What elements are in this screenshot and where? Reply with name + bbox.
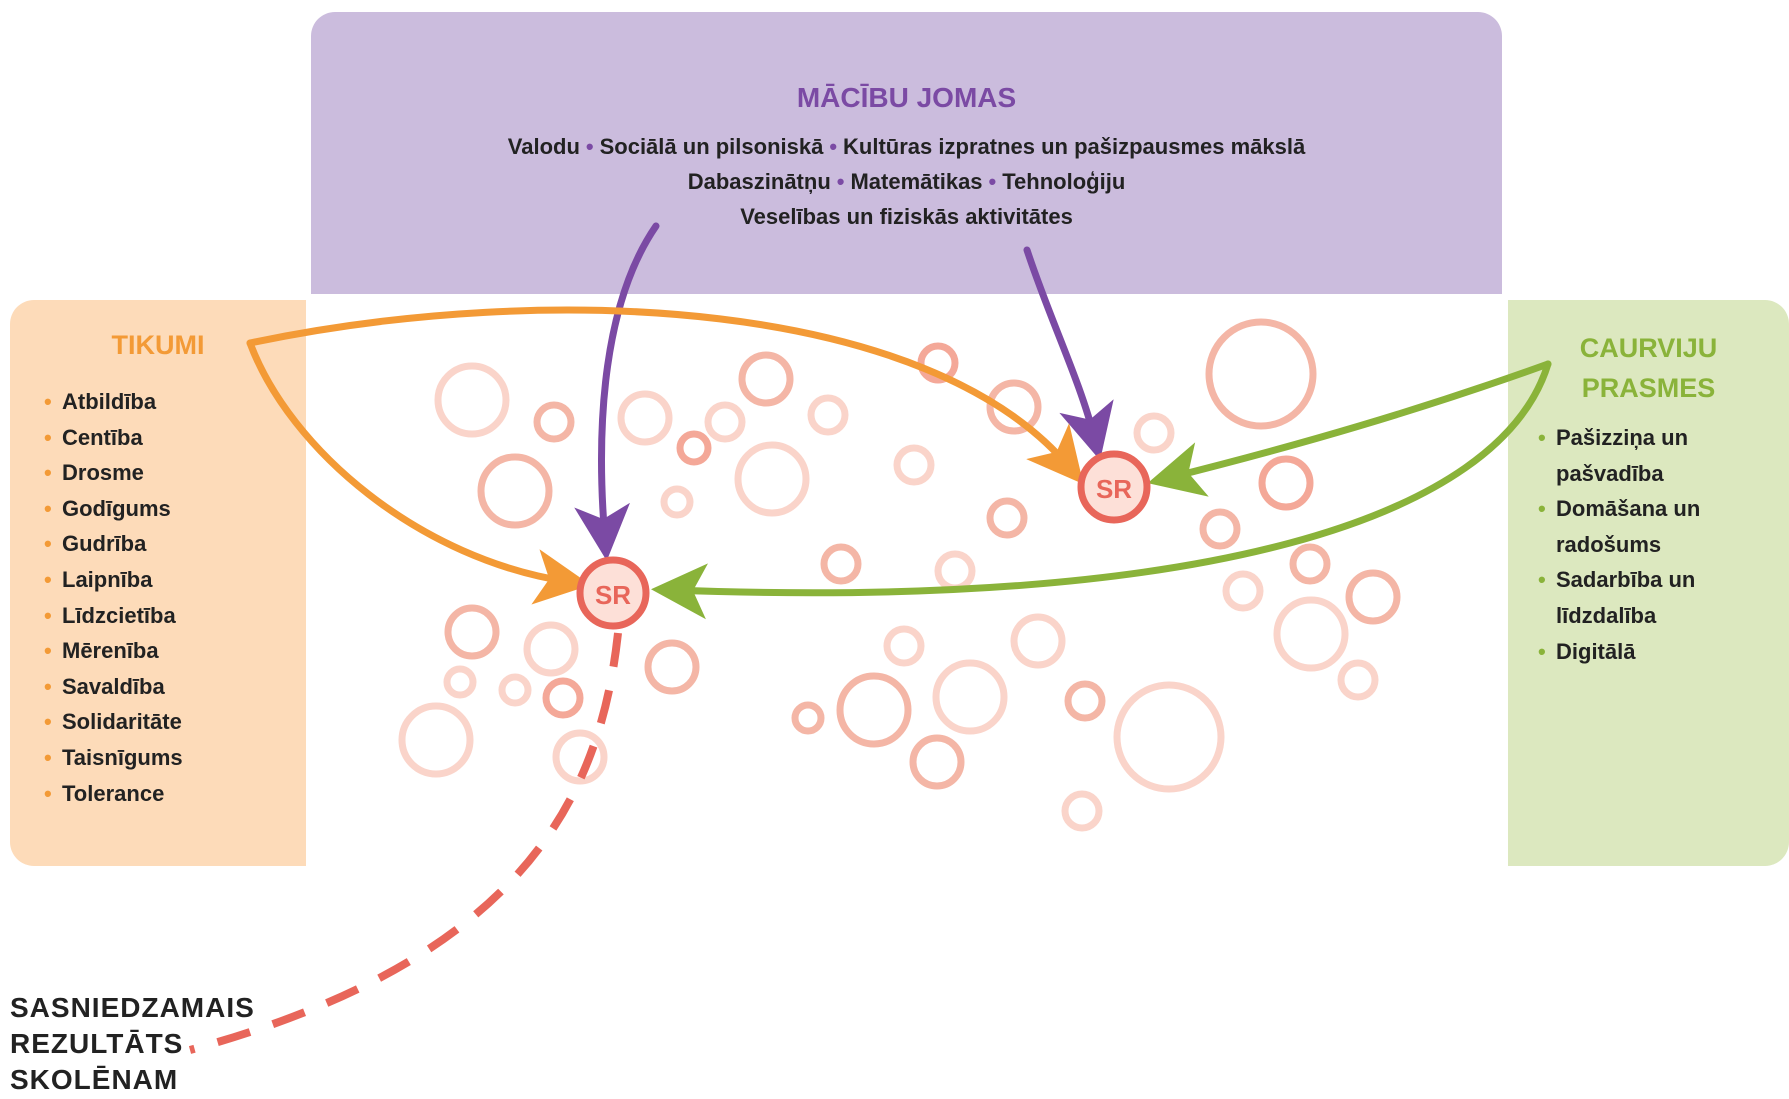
tikumi-list: • Atbildība • Centība • Drosme • Godīgums • G… [42, 384, 183, 811]
bubble-group [398, 318, 1401, 832]
caurviju-prasmes-title: CAURVIJU PRASMES [1579, 333, 1718, 403]
prasme-item: • Domāšana un radošums [1538, 496, 1701, 557]
bubble [791, 701, 825, 735]
bubble [820, 543, 862, 585]
jomas-line-2: Dabaszinātņu • Matemātikas • Tehnoloģiju [687, 169, 1126, 194]
bubble [676, 430, 712, 466]
bubble [1337, 659, 1379, 701]
tikums-item: • Taisnīgums [44, 744, 183, 770]
tikumi-panel: TIKUMI • Atbildība • Centība • Drosme • Godī… [10, 300, 306, 866]
tikums-item: • Godīgums [44, 495, 171, 521]
bubble [738, 351, 794, 407]
tikums-item: • Atbildība [44, 389, 157, 414]
bubble [1061, 790, 1103, 832]
arrow-jomas-to-sr-left [574, 222, 660, 561]
bubble [934, 550, 976, 592]
bubble [893, 444, 935, 486]
bubble [434, 362, 510, 438]
bubble [1133, 412, 1175, 454]
joma-kulturas: Kultūras izpratnes un pašizpausmes māksl… [843, 134, 1306, 159]
joma-dabaszinatnu: Dabaszinātņu [687, 169, 831, 194]
arrow-group [188, 222, 1552, 1054]
bubble [523, 621, 579, 677]
bubble [1064, 680, 1106, 722]
prasme-item: • Pašizziņa un pašvadība [1538, 425, 1689, 486]
bubble [542, 677, 584, 719]
tikums-item: • Drosme [44, 460, 144, 486]
prasmes-list: • Pašizziņa un pašvadība • Domāšana un radoš… [1536, 420, 1700, 669]
bubble [917, 342, 959, 384]
tikums-item: • Līdzcietība [44, 602, 176, 628]
bubble [644, 639, 700, 695]
bubble [533, 401, 575, 443]
bubble [398, 702, 474, 778]
arrow-prasmes-to-sr-left [651, 360, 1552, 620]
sr-node-left: SR [576, 556, 650, 630]
bubble [704, 401, 746, 443]
bubble [1258, 455, 1314, 511]
tikums-item: • Tolerance [44, 780, 165, 806]
bubble [498, 673, 532, 707]
tikumi-title: TIKUMI [111, 330, 205, 360]
tikums-item: • Solidaritāte [44, 709, 182, 735]
tikums-item: • Mērenība [44, 638, 159, 664]
sasniedzamais-rezultats-label: SASNIEDZAMAIS REZULTĀTS SKOLĒNAM [10, 992, 255, 1095]
bubble [883, 625, 925, 667]
bubble [477, 453, 553, 529]
joma-matematikas: Matemātikas [850, 169, 983, 194]
bubble [444, 604, 500, 660]
bubble [443, 665, 477, 699]
jomas-line-1: Valodu • Sociālā un pilsoniskā • Kultūras iz… [507, 134, 1306, 159]
bubble [1010, 613, 1066, 669]
bubble [1199, 508, 1241, 550]
joma-sociala: Sociālā un pilsoniskā [599, 134, 824, 159]
bubble [932, 659, 1008, 735]
bubble [617, 390, 673, 446]
bubble [1222, 570, 1264, 612]
bubble [807, 394, 849, 436]
bubble [986, 497, 1028, 539]
tikums-item: • Laipnība [44, 566, 153, 592]
sr-node-right-label: SR [1096, 474, 1132, 504]
arrow-tikumi-to-sr-left [246, 339, 591, 605]
joma-valodu: Valodu [507, 134, 580, 159]
sr-node-right: SR [1077, 450, 1151, 524]
bubble [986, 379, 1042, 435]
bubble [836, 672, 912, 748]
sr-node-left-label: SR [595, 580, 631, 610]
jomas-line-3: Veselības un fiziskās aktivitātes [311, 204, 1502, 230]
bubble [909, 734, 965, 790]
bubble [1113, 681, 1225, 793]
prasme-item: • Sadarbība un līdzdalība [1538, 567, 1696, 628]
caurviju-prasmes-panel: CAURVIJU PRASMES • Pašizziņa un pašvadība … [1508, 300, 1789, 866]
arrow-jomas-to-sr-right [1023, 246, 1114, 461]
macibu-jomas-panel: MĀCĪBU JOMAS Valodu • Sociālā un pilsonisk… [311, 12, 1502, 294]
dashed-result-line [188, 632, 622, 1054]
arrow-prasmes-to-sr-right [1147, 360, 1552, 497]
bubble [1289, 543, 1331, 585]
joma-tehnologiju: Tehnoloģiju [1002, 169, 1126, 194]
bubble [1205, 318, 1317, 430]
tikums-item: • Savaldība [44, 673, 165, 699]
joma-veselibas: Veselības un fiziskās aktivitātes [740, 204, 1073, 229]
macibu-jomas-title: MĀCĪBU JOMAS [796, 82, 1017, 113]
bubble [552, 729, 608, 785]
tikums-item: • Centība [44, 424, 143, 450]
arrow-tikumi-to-sr-right [246, 306, 1084, 485]
bubble [734, 441, 810, 517]
bubble [660, 485, 694, 519]
tikums-item: • Gudrība [44, 531, 147, 557]
prasme-item: • Digitālā [1538, 638, 1636, 664]
bubble [1345, 569, 1401, 625]
bubble [1273, 596, 1349, 672]
